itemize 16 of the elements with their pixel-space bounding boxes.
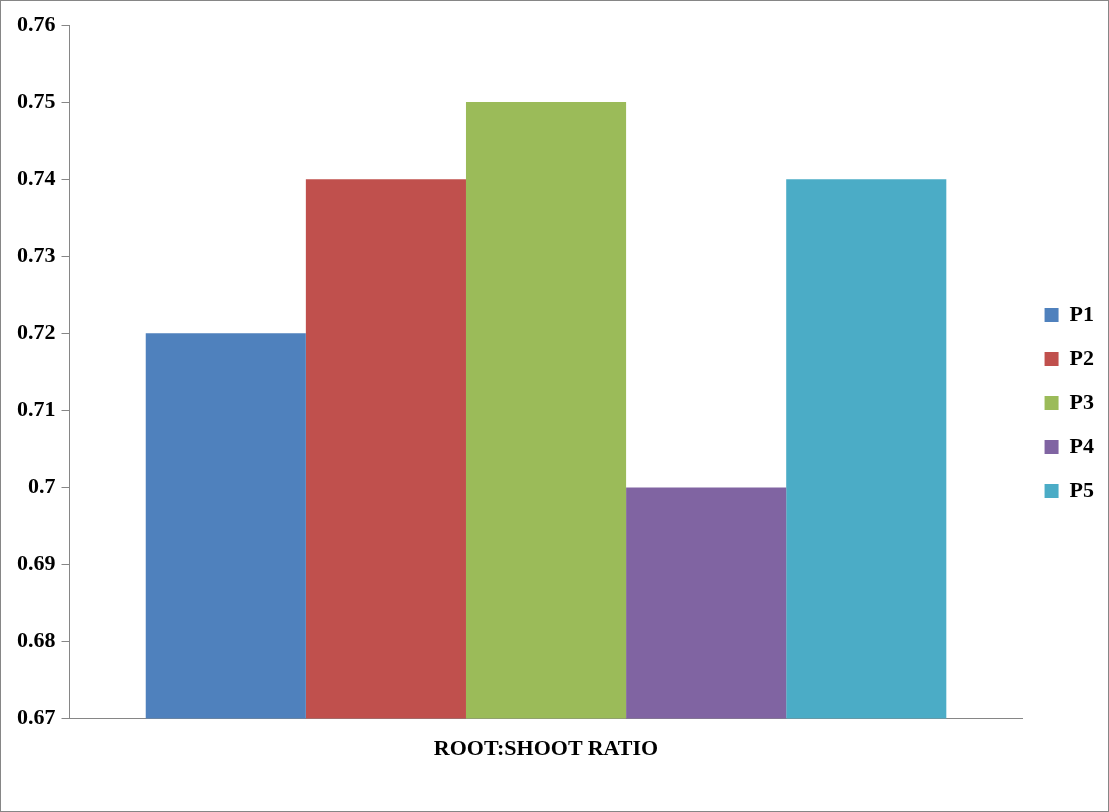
y-tick-label: 0.71: [17, 396, 56, 422]
y-tick-label: 0.67: [17, 704, 56, 730]
legend-label: P2: [1069, 344, 1095, 370]
legend-label: P3: [1069, 388, 1095, 414]
y-tick-label: 0.74: [17, 164, 56, 190]
y-tick-label: 0.69: [17, 550, 56, 576]
y-tick-label: 0.72: [17, 318, 56, 344]
x-tick-label: ROOT:SHOOT RATIO: [433, 735, 659, 761]
y-tick-label: 0.75: [17, 87, 56, 113]
y-tick-label: 0.68: [17, 627, 56, 653]
y-tick-label: 0.76: [17, 10, 56, 36]
legend-label: P5: [1069, 476, 1095, 502]
y-tick-label: 0.7: [28, 473, 56, 499]
y-tick-label: 0.73: [17, 241, 56, 267]
legend-label: P1: [1069, 300, 1095, 326]
legend-label: P4: [1069, 432, 1095, 458]
